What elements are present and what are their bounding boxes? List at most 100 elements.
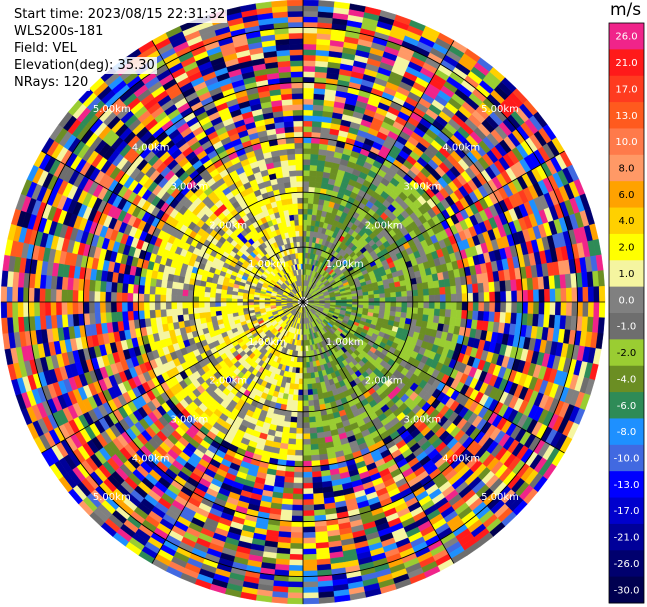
range-gate (302, 49, 317, 56)
range-gate (390, 296, 397, 303)
range-gate (171, 281, 179, 290)
range-gate (299, 362, 304, 369)
range-gate (493, 311, 501, 323)
range-gate (368, 301, 375, 306)
range-gate (302, 241, 307, 248)
range-gate (198, 306, 205, 314)
range-gate (318, 596, 335, 604)
range-gate (165, 301, 172, 310)
range-gate (302, 515, 315, 522)
range-gate (283, 476, 295, 484)
range-gate (368, 294, 375, 299)
range-gate (309, 427, 318, 434)
range-gate (494, 301, 501, 313)
range-gate (467, 301, 474, 312)
range-gate (434, 294, 441, 303)
range-gate (493, 281, 501, 293)
range-gate (286, 597, 304, 605)
range-gate (242, 301, 249, 306)
range-gate (483, 301, 490, 313)
range-gate (311, 126, 322, 133)
range-gate (116, 311, 124, 322)
range-gate (61, 289, 68, 303)
range-gate (373, 289, 380, 295)
range-gate (587, 286, 595, 303)
range-gate (314, 415, 323, 423)
range-gate (478, 301, 485, 312)
range-gate (511, 301, 518, 314)
range-gate (302, 466, 313, 473)
range-gate (416, 282, 424, 291)
range-gate (204, 311, 212, 318)
range-gate (310, 148, 320, 155)
range-gate (176, 295, 183, 303)
range-gate (138, 301, 145, 311)
range-gate (597, 270, 605, 287)
range-gate (544, 288, 551, 303)
range-gate (286, 449, 296, 456)
range-gate (291, 504, 304, 511)
range-gate (289, 543, 304, 550)
range-gate (368, 298, 375, 303)
range-gate (143, 309, 151, 319)
range-gate (209, 310, 217, 317)
range-gate (308, 186, 316, 194)
range-gate (298, 378, 304, 385)
range-gate (231, 301, 238, 306)
range-gate (72, 289, 79, 303)
range-gate (182, 289, 189, 297)
range-gate (384, 306, 391, 312)
range-gate (400, 285, 408, 292)
range-gate (357, 301, 364, 306)
range-gate (302, 427, 311, 435)
range-gate (472, 310, 479, 321)
range-gate (390, 306, 397, 313)
range-gate (302, 104, 314, 111)
range-gate (149, 309, 156, 319)
range-gate (467, 292, 474, 303)
range-gate (310, 372, 316, 379)
range-gate (309, 170, 318, 177)
range-gate (538, 301, 545, 315)
range-gate (302, 548, 317, 555)
range-gate (312, 393, 319, 401)
range-gate (302, 504, 315, 511)
range-gate (291, 405, 298, 412)
range-gate (299, 367, 304, 374)
range-gate (204, 306, 211, 313)
range-gate (297, 394, 304, 402)
range-gate (307, 197, 315, 204)
range-gate (290, 521, 304, 528)
range-gate (302, 362, 307, 369)
range-gate (291, 400, 299, 407)
range-gate (181, 301, 189, 309)
range-gate (225, 293, 233, 299)
range-gate (571, 287, 578, 303)
range-gate (132, 292, 139, 303)
range-gate (220, 301, 227, 307)
range-gate (292, 488, 304, 495)
range-gate (296, 422, 304, 429)
range-gate (99, 312, 107, 324)
range-gate (110, 281, 118, 293)
range-gate (314, 181, 323, 189)
range-gate (11, 301, 19, 318)
range-gate (389, 287, 397, 294)
range-gate (302, 581, 319, 588)
range-gate (308, 192, 315, 199)
range-gate (302, 510, 315, 517)
range-gate (488, 281, 496, 293)
range-gate (292, 394, 299, 401)
range-gate (281, 498, 293, 506)
range-gate (483, 291, 490, 303)
range-gate (313, 98, 325, 106)
range-gate (533, 301, 540, 315)
range-gate (289, 553, 304, 561)
range-gate (302, 175, 310, 182)
range-gate (297, 400, 304, 407)
range-gate (83, 290, 90, 303)
range-gate (121, 292, 128, 303)
range-gate (302, 43, 317, 51)
range-gate (302, 82, 315, 89)
range-gate (302, 153, 312, 160)
